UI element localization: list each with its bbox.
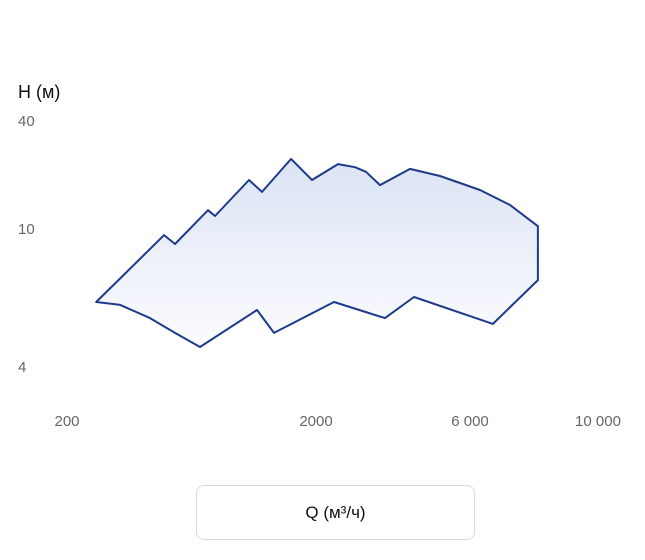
- y-tick-label: 4: [18, 359, 26, 376]
- x-tick-label: 200: [54, 413, 79, 430]
- y-tick-label: 10: [18, 221, 35, 238]
- y-tick-label: 40: [18, 113, 35, 130]
- chart: H (м) 4 10 40 200 2000 6 000 10 000: [18, 82, 621, 430]
- x-axis-label[interactable]: Q (м³/ч): [196, 485, 475, 540]
- x-tick-label: 2000: [299, 413, 332, 430]
- x-tick-label: 10 000: [575, 413, 621, 430]
- operating-range: [95, 157, 539, 348]
- y-axis-label: H (м): [18, 82, 60, 102]
- x-tick-label: 6 000: [451, 413, 489, 430]
